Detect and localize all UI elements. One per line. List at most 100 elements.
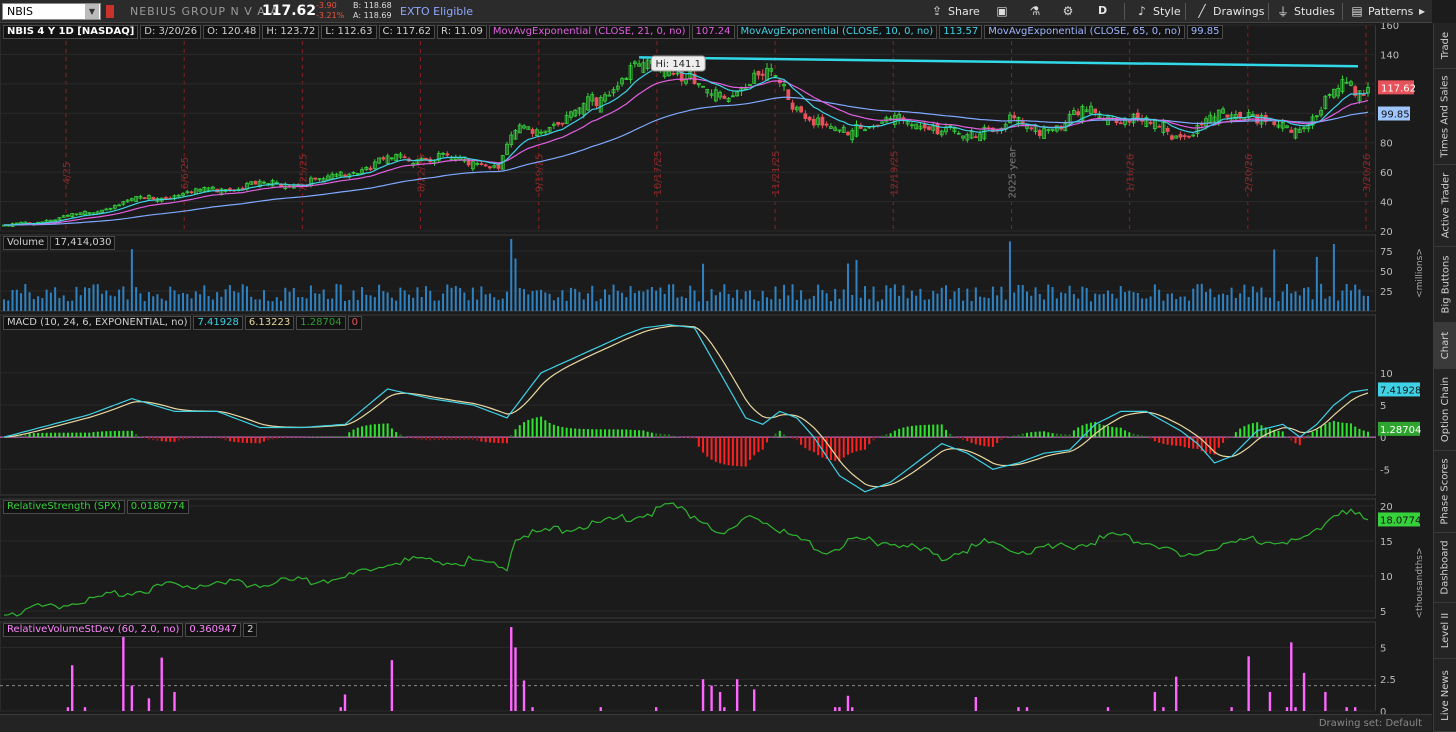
flag-icon[interactable]	[106, 5, 114, 18]
rs-label[interactable]: RelativeStrength (SPX)	[3, 500, 125, 514]
candle-body	[1042, 128, 1046, 139]
panel-options-button[interactable]: ▸	[1415, 4, 1429, 18]
candle-body	[696, 83, 701, 86]
macd-histogram-bar	[804, 437, 807, 449]
exto-eligible-link[interactable]: EXTO Eligible	[400, 5, 474, 18]
tab-times-and-sales[interactable]: Times And Sales	[1434, 69, 1456, 165]
macd-histogram-bar	[463, 437, 466, 440]
macd-histogram-bar	[855, 437, 858, 452]
volume-bar	[24, 284, 27, 311]
lab-button[interactable]: ⚗	[1028, 4, 1042, 18]
volume-label[interactable]: Volume	[3, 236, 49, 250]
volume-bar	[476, 299, 479, 311]
rs-unit-label: <thousandths>	[1415, 547, 1425, 618]
macd-histogram-bar	[825, 437, 828, 459]
macd-histogram-bar	[1089, 422, 1092, 438]
drawing-set-label[interactable]: Drawing set: Default	[1318, 718, 1422, 729]
rv-label[interactable]: RelativeVolumeStDev (60, 2.0, no)	[3, 623, 184, 637]
patterns-button[interactable]: ▤ Patterns	[1350, 4, 1413, 18]
tab-level-ii[interactable]: Level II	[1434, 603, 1456, 659]
tab-dashboard[interactable]: Dashboard	[1434, 533, 1456, 603]
tab-label: Phase Scores	[1440, 458, 1452, 525]
candle-body	[445, 153, 450, 156]
tab-trade[interactable]: Trade	[1434, 23, 1456, 69]
candle-body	[632, 61, 637, 65]
period-mark-label: 4/25	[62, 162, 73, 184]
candle-body	[390, 157, 394, 160]
macd-histogram-bar	[331, 435, 334, 438]
macd-histogram-bar	[535, 417, 538, 438]
snapshot-button[interactable]: ▣	[995, 4, 1009, 18]
macd-histogram-bar	[143, 437, 146, 439]
volume-bar	[616, 290, 619, 311]
tab-chart[interactable]: Chart	[1434, 323, 1456, 369]
candle-body	[479, 163, 484, 165]
candle-body	[726, 97, 731, 102]
style-label: Style	[1153, 4, 1181, 18]
style-button[interactable]: ♪ Style	[1135, 4, 1181, 18]
tab-live-news[interactable]: Live News	[1434, 659, 1456, 732]
macd-histogram-bar	[740, 437, 743, 467]
macd-histogram-bar	[531, 418, 534, 438]
chart-title[interactable]: NBIS 4 Y 1D [NASDAQ]	[3, 25, 139, 39]
volume-bar	[429, 290, 432, 311]
tab-label: Level II	[1440, 612, 1452, 649]
candle-body	[1204, 118, 1208, 127]
macd-histogram-bar	[314, 436, 317, 438]
tab-active-trader[interactable]: Active Trader	[1434, 165, 1456, 247]
macd-histogram-bar	[557, 426, 560, 438]
macd-label[interactable]: MACD (10, 24, 6, EXPONENTIAL, no)	[3, 316, 192, 330]
macd-histogram-bar	[510, 435, 513, 438]
ma65-line	[4, 96, 1369, 226]
volume-bar	[851, 294, 854, 311]
volume-bar	[484, 294, 487, 311]
ma21-label[interactable]: MovAvgExponential (CLOSE, 21, 0, no)	[488, 25, 690, 39]
rv-tick-label: 5	[1380, 643, 1386, 654]
ma65-label[interactable]: MovAvgExponential (CLOSE, 65, 0, no)	[984, 25, 1185, 39]
volume-bar	[424, 286, 427, 311]
candle-body	[799, 106, 803, 113]
macd-histogram-bar	[416, 437, 419, 440]
macd-histogram-bar	[676, 436, 679, 438]
drawings-button[interactable]: ╱ Drawings	[1195, 4, 1264, 18]
volume-bar	[893, 284, 896, 311]
tab-phase-scores[interactable]: Phase Scores	[1434, 451, 1456, 533]
symbol-input[interactable]: NBIS	[2, 3, 101, 20]
macd-histogram-bar	[846, 437, 849, 455]
share-button[interactable]: ⇪ Share	[930, 4, 980, 18]
volume-bar	[991, 286, 994, 311]
settings-button[interactable]: ⚙	[1061, 4, 1075, 18]
volume-bar	[919, 288, 922, 311]
candle-body	[1127, 120, 1132, 123]
studies-button[interactable]: ⏚ Studies	[1276, 4, 1335, 19]
candle-body	[1349, 81, 1353, 86]
macd-histogram-bar	[1072, 430, 1075, 438]
ma10-label[interactable]: MovAvgExponential (CLOSE, 10, 0, no)	[736, 25, 938, 39]
tab-big-buttons[interactable]: Big Buttons	[1434, 247, 1456, 323]
volume-bar	[437, 300, 440, 311]
volume-bar	[872, 286, 875, 311]
candle-body	[850, 130, 855, 141]
volume-bar	[88, 288, 91, 311]
volume-bar	[109, 295, 112, 311]
candle-body	[560, 122, 565, 125]
price-change-percent: -3.21%	[316, 11, 345, 20]
volume-bar	[685, 298, 687, 311]
rv-bar	[1268, 691, 1272, 711]
symbol-dropdown-icon[interactable]: ▼	[85, 4, 99, 19]
aggregation-button[interactable]: D	[1098, 4, 1107, 17]
macd-tick-label: 5	[1380, 401, 1386, 412]
volume-bar	[1043, 299, 1046, 311]
volume-bar	[361, 287, 364, 311]
macd-histogram-bar	[254, 437, 257, 444]
candle-body	[1221, 108, 1225, 114]
candle-body	[1080, 105, 1085, 121]
rv-bar	[1285, 707, 1289, 711]
tab-option-chain[interactable]: Option Chain	[1434, 369, 1456, 451]
chart-area[interactable]: 4/25 6/6/25 7/25/25 8/22/25 9/19/25 10/17/25 1…	[0, 23, 1432, 732]
chart-canvas[interactable]: 4/25 6/6/25 7/25/25 8/22/25 9/19/25 10/17/25 1…	[0, 23, 1432, 732]
macd-histogram-bar	[164, 437, 167, 442]
volume-bar	[876, 301, 879, 311]
macd-histogram-bar	[382, 423, 385, 438]
macd-histogram-bar	[1153, 437, 1156, 442]
